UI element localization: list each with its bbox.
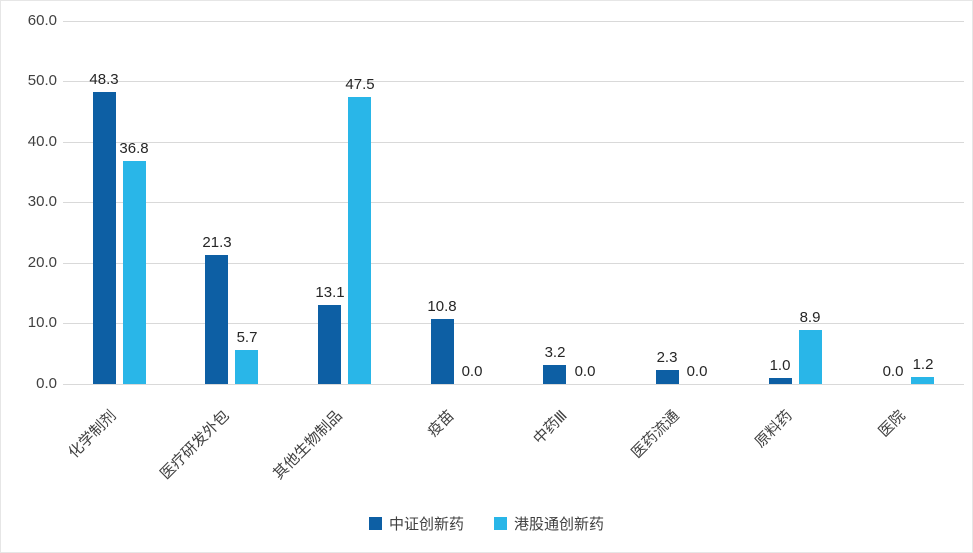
legend-item-series1: 中证创新药: [368, 513, 464, 534]
y-tick-label: 30.0: [27, 193, 57, 210]
legend-swatch-series1-icon: [368, 517, 382, 530]
y-tick-label: 60.0: [27, 12, 57, 29]
legend-label-series2: 港股通创新药: [514, 516, 605, 533]
bar-value-label: 2.3: [656, 349, 678, 366]
bar-value-label: 3.2: [544, 344, 566, 361]
bar-中证创新药-原料药: [769, 378, 792, 384]
bar-中证创新药-中药Ⅲ: [543, 365, 566, 384]
bar-value-label: 0.0: [686, 363, 708, 380]
bar-港股通创新药-化学制剂: [123, 161, 146, 384]
bar-value-label: 0.0: [574, 363, 596, 380]
y-tick-label: 10.0: [27, 314, 57, 331]
plot-area: 48.3 36.8 21.3 5.7 13.1 47.5 10.8 0.0 3.2 0.0 2.3 0…: [63, 21, 964, 385]
gridline: [63, 142, 964, 143]
legend: 中证创新药 港股通创新药: [1, 513, 972, 534]
bar-value-label: 36.8: [119, 140, 149, 157]
bar-value-label: 10.8: [427, 298, 457, 315]
bar-value-label: 0.0: [882, 363, 904, 380]
bar-港股通创新药-其他生物制品: [348, 97, 371, 384]
bar-value-label: 47.5: [345, 76, 375, 93]
gridline: [63, 21, 964, 22]
bar-港股通创新药-医疗研发外包: [235, 350, 258, 384]
legend-swatch-series2-icon: [494, 517, 507, 530]
bar-value-label: 5.7: [236, 329, 258, 346]
legend-label-series1: 中证创新药: [388, 516, 464, 533]
bar-value-label: 1.2: [912, 356, 934, 373]
y-tick-label: 20.0: [27, 254, 57, 271]
bar-value-label: 8.9: [799, 309, 821, 326]
bar-value-label: 1.0: [769, 357, 791, 374]
y-tick-label: 0.0: [36, 375, 57, 392]
bar-value-label: 48.3: [89, 71, 119, 88]
gridline: [63, 323, 964, 324]
bar-中证创新药-其他生物制品: [318, 305, 341, 384]
bar-中证创新药-医疗研发外包: [205, 255, 228, 384]
x-axis-line: [63, 384, 964, 385]
bar-value-label: 0.0: [461, 363, 483, 380]
bar-value-label: 13.1: [315, 284, 345, 301]
bar-中证创新药-医药流通: [656, 370, 679, 384]
gridline: [63, 263, 964, 264]
gridline: [63, 202, 964, 203]
bar-港股通创新药-原料药: [799, 330, 822, 384]
bar-港股通创新药-医院: [911, 377, 934, 384]
y-tick-label: 50.0: [27, 72, 57, 89]
y-tick-label: 40.0: [27, 133, 57, 150]
gridline: [63, 81, 964, 82]
bar-中证创新药-化学制剂: [93, 92, 116, 384]
legend-item-series2: 港股通创新药: [494, 513, 604, 534]
bar-中证创新药-疫苗: [431, 319, 454, 384]
bar-value-label: 21.3: [202, 234, 232, 251]
